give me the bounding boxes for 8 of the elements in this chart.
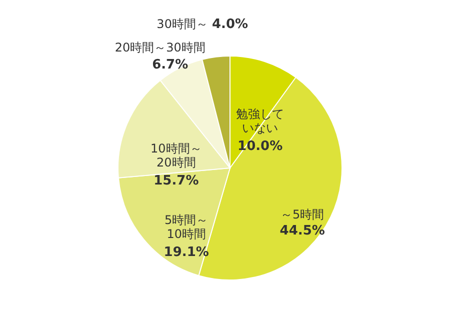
data-label: 15.7% [154,174,199,189]
slice-label: 30時間～ [156,17,208,31]
slice-label: 20時間～30時間 [114,40,206,55]
slice-label: ～5時間 [280,208,324,222]
data-label: 4.0% [212,17,248,32]
data-label: 6.7% [152,58,188,73]
slice-label: 5時間～10時間 [164,213,208,242]
slice-label: 10時間～20時間 [150,142,202,170]
